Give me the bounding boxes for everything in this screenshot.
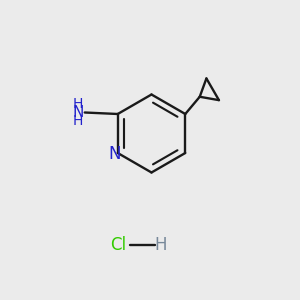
Text: H: H (73, 97, 83, 111)
Text: N: N (73, 105, 84, 120)
Text: H: H (73, 114, 83, 128)
Text: H: H (154, 236, 167, 253)
Text: Cl: Cl (110, 236, 127, 253)
Text: N: N (108, 145, 120, 163)
